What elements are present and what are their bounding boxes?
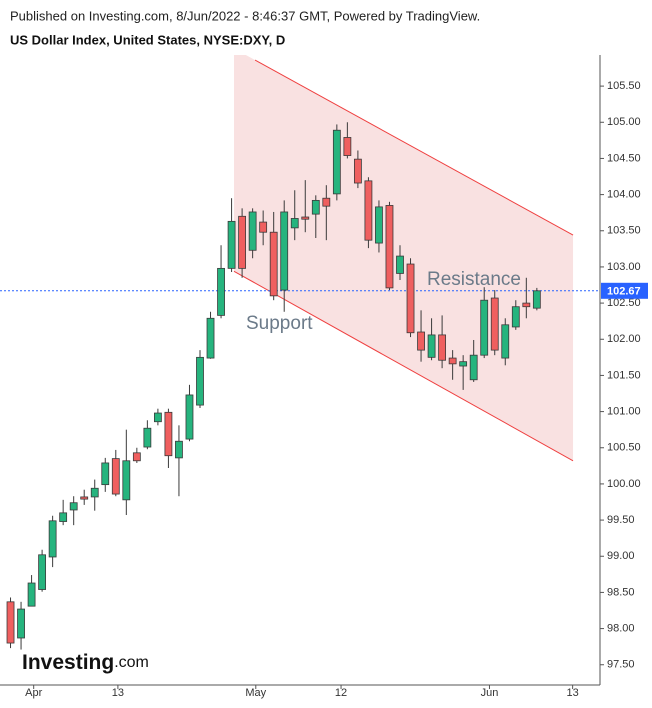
candle-body bbox=[375, 206, 383, 244]
y-tick-label: 100.50 bbox=[607, 442, 641, 454]
candle-body bbox=[196, 356, 204, 406]
candle-body bbox=[238, 215, 247, 269]
candle-body bbox=[59, 512, 68, 522]
candle-body bbox=[132, 452, 141, 462]
channel-lower bbox=[233, 270, 574, 462]
candle-body bbox=[332, 129, 341, 195]
y-tick-label: 105.00 bbox=[607, 116, 641, 128]
candle-body bbox=[90, 487, 99, 498]
candle-body bbox=[427, 334, 436, 358]
candle-body bbox=[38, 554, 47, 590]
x-tick-label: 13 bbox=[567, 687, 579, 699]
y-tick-label: 99.50 bbox=[607, 514, 635, 526]
y-tick-label: 103.50 bbox=[607, 225, 641, 237]
candle-body bbox=[469, 354, 478, 381]
watermark-brand: Investing bbox=[22, 651, 114, 674]
candle-body bbox=[6, 601, 15, 644]
x-tick-label: May bbox=[245, 687, 266, 699]
candle-body bbox=[311, 199, 320, 215]
candle-body bbox=[185, 394, 194, 440]
candle-body bbox=[175, 440, 183, 459]
y-tick-label: 98.50 bbox=[607, 586, 635, 598]
chart-title: US Dollar Index, United States, NYSE:DXY… bbox=[10, 32, 285, 47]
candle-body bbox=[101, 462, 110, 486]
watermark-suffix: .com bbox=[114, 654, 149, 671]
candle-body bbox=[532, 290, 541, 309]
y-tick-label: 101.50 bbox=[607, 369, 641, 381]
plot-area: Resistance Support bbox=[0, 55, 600, 650]
x-tick-label: Jun bbox=[481, 687, 499, 699]
candle-body bbox=[353, 158, 362, 184]
candle-body bbox=[280, 211, 289, 291]
y-tick-label: 101.00 bbox=[607, 405, 641, 417]
candle-body bbox=[69, 502, 78, 511]
y-tick-label: 103.00 bbox=[607, 261, 641, 273]
y-tick-label: 97.50 bbox=[607, 659, 635, 671]
candle-body bbox=[343, 137, 352, 156]
candle-body bbox=[80, 496, 89, 500]
y-tick-label: 105.50 bbox=[607, 80, 641, 92]
x-tick-label: 13 bbox=[112, 687, 124, 699]
candle-body bbox=[417, 331, 425, 351]
candle-body bbox=[322, 197, 331, 207]
last-price-box bbox=[601, 282, 648, 299]
candle-body bbox=[17, 608, 25, 639]
x-tick-label: Apr bbox=[25, 687, 42, 699]
candle-body bbox=[27, 582, 36, 607]
y-tick-label: 100.00 bbox=[607, 478, 641, 490]
candle-body bbox=[511, 306, 520, 328]
candle-body bbox=[364, 180, 373, 241]
candle-body bbox=[164, 411, 173, 457]
annotation: Support bbox=[246, 313, 313, 334]
candle-body bbox=[301, 216, 310, 220]
candle-body bbox=[290, 218, 299, 229]
annotation: Resistance bbox=[427, 269, 521, 290]
candle-body bbox=[438, 334, 447, 361]
candle-body bbox=[227, 220, 236, 269]
watermark: Investing.com bbox=[22, 651, 149, 674]
candle-body bbox=[122, 460, 131, 501]
candle-body bbox=[259, 221, 268, 233]
candle-body bbox=[406, 263, 415, 334]
x-tick-label: 12 bbox=[335, 687, 347, 699]
y-tick-label: 102.50 bbox=[607, 297, 641, 309]
candle-body bbox=[490, 297, 499, 351]
last-price-label: 102.67 bbox=[607, 286, 641, 298]
y-tick-label: 99.00 bbox=[607, 550, 635, 562]
candle-body bbox=[248, 211, 257, 251]
y-tick-label: 104.50 bbox=[607, 152, 641, 164]
y-tick-label: 102.00 bbox=[607, 333, 641, 345]
candle-body bbox=[522, 302, 531, 308]
candle-body bbox=[385, 205, 394, 289]
candle-body bbox=[396, 255, 404, 274]
y-tick-label: 98.00 bbox=[607, 622, 635, 634]
candle-body bbox=[217, 267, 225, 316]
candle-body bbox=[48, 520, 57, 558]
candle-body bbox=[143, 427, 152, 448]
candle-body bbox=[448, 357, 457, 365]
candle-body bbox=[111, 458, 120, 495]
candle-body bbox=[153, 412, 162, 423]
candle-body bbox=[206, 317, 215, 359]
candle-body bbox=[501, 324, 510, 359]
candle-body bbox=[459, 361, 468, 367]
y-tick-label: 104.00 bbox=[607, 189, 641, 201]
publish-note: Published on Investing.com, 8/Jun/2022 -… bbox=[10, 8, 480, 23]
candle-body bbox=[480, 299, 489, 356]
candle-body bbox=[269, 231, 278, 297]
channel-upper bbox=[254, 59, 574, 236]
